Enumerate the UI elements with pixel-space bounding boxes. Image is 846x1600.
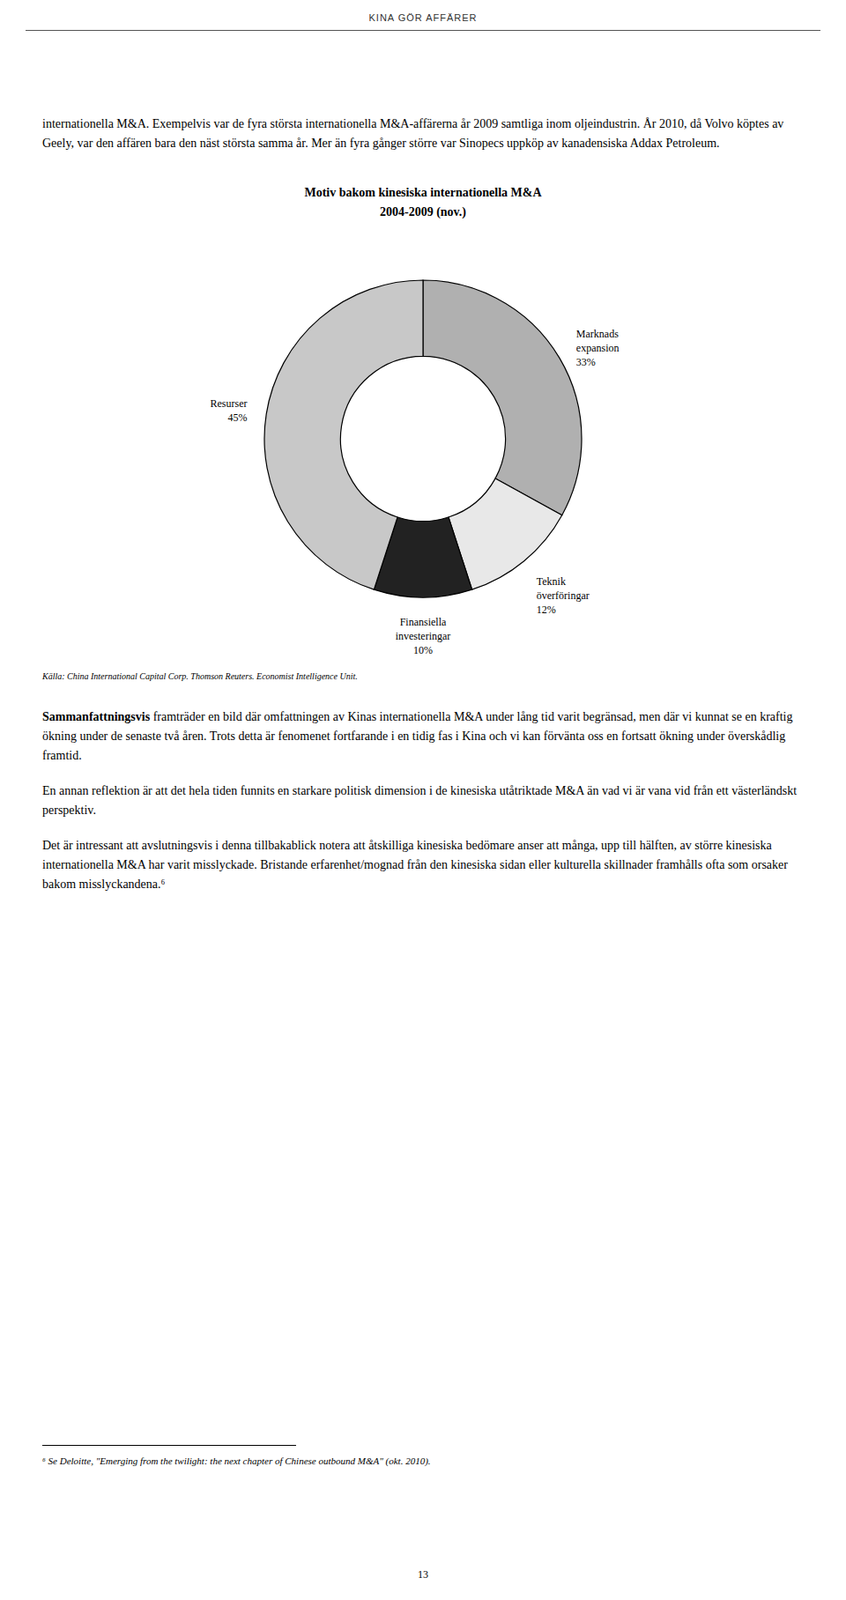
chart-title-block: Motiv bakom kinesiska internationella M&… [42,183,804,223]
chart: Marknadsexpansion33% Tekniköverföringar12… [42,227,804,668]
paragraph: Sammanfattningsvis framträder en bild dä… [42,707,804,766]
donut-slice [423,280,582,516]
paragraph-text: Det är intressant att avslutningsvis i d… [42,838,788,891]
slice-category: överföringar [536,589,590,602]
slice-category: investeringar [395,630,452,643]
slice-category: Finansiella [400,615,447,629]
page-number: 13 [0,1568,846,1582]
paragraph: internationella M&A. Exempelvis var de f… [42,114,804,154]
page-header: KINA GÖR AFFÄRER [25,12,821,31]
paragraph: En annan reflektion är att det hela tide… [42,781,804,821]
slice-value: 12% [536,603,557,616]
footnote: ⁶ Se Deloitte, "Emerging from the twilig… [42,1455,804,1467]
paragraph-text: framträder en bild där omfattningen av K… [42,710,793,763]
paragraph-text: internationella M&A. Exempelvis var de f… [42,117,784,150]
paragraph: Det är intressant att avslutningsvis i d… [42,836,804,895]
slice-value: 10% [413,644,433,657]
paragraph-text: En annan reflektion är att det hela tide… [42,784,797,817]
chart-source: Källa: China International Capital Corp.… [42,671,804,682]
slice-value: 45% [227,411,247,424]
slice-category: expansion [576,341,620,355]
footnote-rule [42,1445,297,1447]
donut-slice [264,280,423,590]
chart-subtitle: 2004-2009 (nov.) [42,202,804,223]
slice-label: Marknadsexpansion33% [576,327,620,369]
slice-label: Finansiellainvesteringar10% [395,615,452,657]
chart-title: Motiv bakom kinesiska internationella M&… [42,183,804,203]
slices [264,280,582,598]
slice-label: Tekniköverföringar12% [536,575,590,616]
slice-value: 33% [576,356,596,369]
slice-label: Resurser45% [209,397,247,424]
slice-category: Teknik [536,575,566,588]
slice-category: Resurser [209,397,247,410]
paragraph-lead: Sammanfattningsvis [42,710,150,724]
slice-category: Marknads [576,327,619,341]
